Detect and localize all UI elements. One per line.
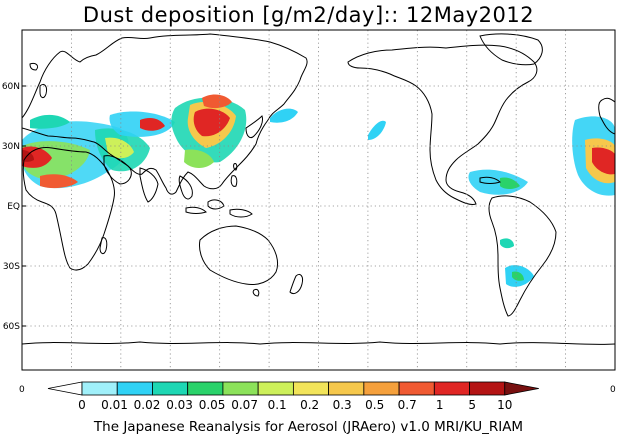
- colorbar-label: 0.07: [231, 398, 258, 412]
- coast-australia: [199, 226, 277, 285]
- colorbar-label: 0.03: [166, 398, 193, 412]
- colorbar-label: 0.5: [365, 398, 384, 412]
- colorbar-box: [152, 382, 187, 395]
- colorbar-box: [258, 382, 293, 395]
- coast-indonesia-2: [208, 200, 224, 209]
- colorbar-label: 0.3: [333, 398, 352, 412]
- colorbar-arrow-high: [505, 382, 539, 395]
- colorbar-label: 0.2: [300, 398, 319, 412]
- colorbar-label: 1: [436, 398, 444, 412]
- colorbar-label: 0.1: [268, 398, 287, 412]
- coast-indonesia-1: [186, 207, 206, 213]
- dust-streak-pacific-2: [368, 121, 386, 140]
- colorbar-box: [188, 382, 223, 395]
- colorbar-label: 0.7: [398, 398, 417, 412]
- coast-antarctica: [22, 342, 615, 344]
- coast-philippines: [231, 176, 237, 187]
- colorbar-box: [82, 382, 117, 395]
- coast-greenland: [480, 34, 542, 65]
- colorbar-box: [434, 382, 469, 395]
- coast-madagascar: [100, 238, 107, 254]
- colorbar-label: 0.02: [134, 398, 161, 412]
- lat-label: 30N: [2, 142, 20, 152]
- colorbar-box: [470, 382, 505, 395]
- dust-streak-pacific-1: [270, 109, 298, 123]
- colorbar-box: [117, 382, 152, 395]
- dust-plume-south-america: [500, 238, 514, 248]
- lon-label-right: 0: [610, 385, 616, 395]
- coast-new-zealand: [290, 274, 303, 293]
- colorbar-box: [399, 382, 434, 395]
- colorbar-box: [329, 382, 364, 395]
- coast-iceland: [30, 63, 38, 70]
- coast-uk: [40, 84, 47, 97]
- colorbar-label: 0.01: [101, 398, 128, 412]
- coast-indonesia-3: [230, 209, 252, 217]
- lon-label-left: 0: [19, 385, 25, 395]
- lat-label: 60S: [3, 322, 20, 332]
- lat-label: EQ: [7, 202, 20, 212]
- colorbar-box: [223, 382, 258, 395]
- colorbar-label: 0: [78, 398, 86, 412]
- footer-credit: The Japanese Reanalysis for Aerosol (JRA…: [0, 417, 617, 437]
- coast-tasmania: [253, 289, 259, 296]
- colorbar-box: [364, 382, 399, 395]
- coast-southeast-asia: [179, 176, 192, 199]
- lat-label: 60N: [2, 82, 20, 92]
- colorbar-box: [293, 382, 328, 395]
- coast-japan: [246, 116, 263, 138]
- colorbar-label: 5: [468, 398, 476, 412]
- coast-south-america: [489, 196, 556, 316]
- lat-label: 30S: [3, 262, 20, 272]
- colorbar: 0 0.01 0.02 0.03 0.05 0.07 0.1 0.2 0.3 0.5 0.7 1 5 10: [48, 382, 539, 412]
- colorbar-label: 10: [497, 398, 512, 412]
- colorbar-arrow-low: [48, 382, 82, 395]
- colorbar-label: 0.05: [199, 398, 226, 412]
